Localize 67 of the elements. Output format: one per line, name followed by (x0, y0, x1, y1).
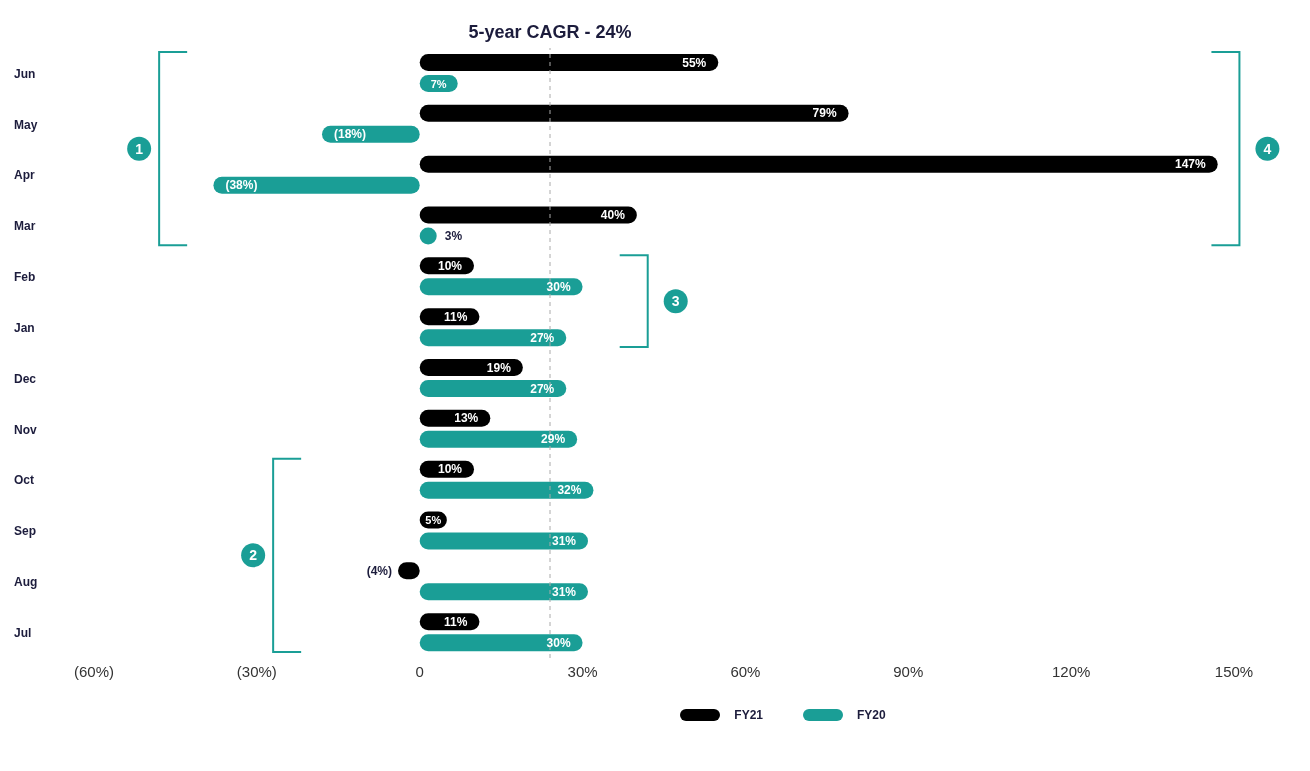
data-label: 27% (530, 330, 555, 345)
y-tick-label: Dec (14, 371, 37, 386)
data-label: 10% (437, 258, 463, 273)
data-label: 7% (430, 77, 447, 90)
y-tick-label: Oct (14, 473, 35, 488)
data-label: 55% (682, 55, 707, 70)
data-label: 31% (551, 584, 577, 599)
bar (419, 206, 637, 224)
bar (419, 481, 594, 499)
annotation: 2 (249, 547, 258, 564)
annotation: 1 (135, 140, 144, 157)
y-tick-label: Mar (14, 219, 36, 234)
x-tick-label: 120% (1051, 662, 1091, 680)
y-tick-label: Jul (14, 625, 32, 640)
data-label: 13% (454, 411, 479, 426)
annotation: 3 (671, 293, 680, 310)
bar (419, 583, 588, 601)
data-label: 30% (546, 279, 571, 294)
y-tick-label: Sep (14, 524, 37, 539)
data-label: 27% (530, 381, 555, 396)
data-label: 5% (425, 514, 442, 526)
bar (213, 176, 420, 194)
data-label: 147% (1175, 157, 1207, 172)
bar (419, 155, 1218, 173)
data-label: 11% (444, 614, 468, 629)
y-tick-label: May (14, 117, 38, 132)
bar (419, 278, 583, 296)
bar (419, 380, 567, 397)
data-label: (18%) (334, 127, 367, 142)
ref-line-label: 5-year CAGR - 24% (468, 22, 632, 42)
numbered-badge: 3 (663, 289, 688, 314)
numbered-badge: 2 (241, 543, 266, 568)
legend-label: FY20 (857, 708, 886, 722)
data-label: 31% (551, 534, 577, 548)
y-tick-label: Apr (14, 168, 35, 183)
data-label: 3% (444, 229, 463, 243)
bar (419, 54, 719, 71)
data-label: (38%) (225, 178, 258, 193)
x-tick-label: 150% (1214, 662, 1254, 680)
data-label: 10% (437, 462, 463, 477)
bar (419, 532, 588, 550)
data-label: 32% (557, 483, 582, 498)
y-tick-label: Nov (14, 422, 37, 437)
x-tick-label: 90% (893, 662, 924, 680)
x-tick-label: 30% (567, 662, 598, 680)
data-label: 19% (486, 360, 512, 375)
x-tick-label: (30%) (236, 662, 277, 680)
numbered-badge: 4 (1255, 136, 1280, 161)
legend-label: FY21 (734, 708, 763, 722)
numbered-badge: 1 (127, 136, 152, 161)
y-tick-label: Feb (14, 270, 36, 285)
data-label: (4%) (366, 563, 392, 578)
bar (419, 329, 567, 347)
bar (419, 430, 578, 448)
bar (419, 634, 583, 652)
data-label: 29% (541, 432, 566, 447)
y-tick-label: Jun (14, 66, 36, 81)
data-label: 40% (600, 208, 626, 222)
data-label: 79% (812, 106, 837, 121)
data-label: 11% (444, 309, 468, 324)
bar (419, 104, 849, 122)
y-tick-label: Aug (14, 575, 38, 590)
x-tick-label: 60% (730, 662, 761, 680)
x-tick-label: (60%) (73, 662, 115, 680)
data-label: 30% (546, 635, 571, 650)
y-tick-label: Jan (14, 320, 35, 335)
x-tick-label: 0 (415, 662, 424, 680)
